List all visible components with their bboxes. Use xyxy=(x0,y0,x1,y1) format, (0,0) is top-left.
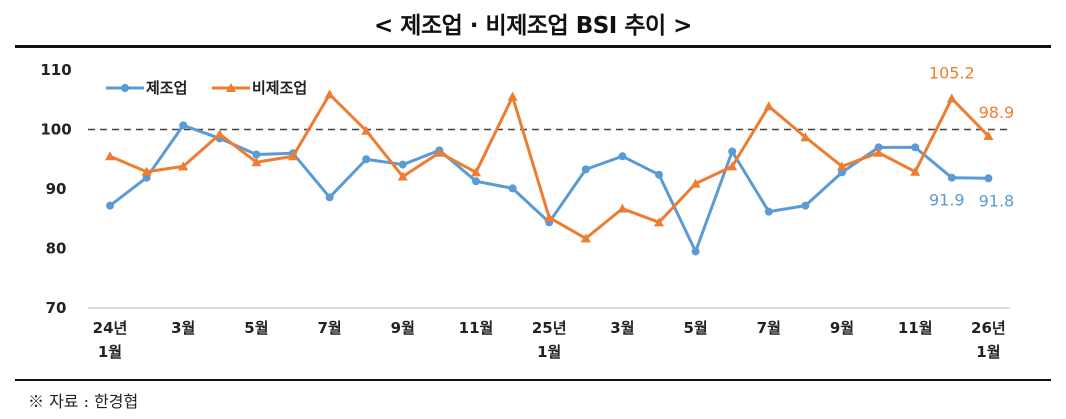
data-point xyxy=(728,147,737,156)
chart-title: < 제조업 · 비제조업 BSI 추이 > xyxy=(374,13,692,39)
footer-divider xyxy=(15,379,1051,381)
data-point xyxy=(837,161,847,171)
legend-marker-icon xyxy=(121,84,129,92)
data-point xyxy=(984,174,993,183)
y-tick-label: 100 xyxy=(40,121,71,139)
data-point xyxy=(800,132,811,142)
data-point xyxy=(763,101,774,111)
y-tick-label: 90 xyxy=(46,180,67,198)
data-point xyxy=(398,160,407,169)
data-point xyxy=(580,233,591,243)
data-point xyxy=(471,167,481,177)
y-tick-label: 110 xyxy=(40,61,71,79)
x-tick-label: 1월 xyxy=(976,343,1000,361)
data-point xyxy=(873,147,884,157)
y-tick-label: 80 xyxy=(46,240,67,258)
data-point xyxy=(251,157,262,167)
x-tick-label: 7월 xyxy=(757,319,781,337)
data-point xyxy=(581,165,590,174)
data-point xyxy=(618,152,627,161)
data-point xyxy=(508,184,517,193)
x-tick-label: 7월 xyxy=(317,319,341,337)
data-point xyxy=(252,150,261,159)
data-point xyxy=(361,125,372,135)
data-point xyxy=(764,207,773,216)
data-point xyxy=(654,217,664,227)
series-line-manufacturing xyxy=(109,123,989,253)
legend-label: 제조업 xyxy=(146,79,187,97)
data-label: 105.2 xyxy=(929,64,975,83)
x-tick-label: 9월 xyxy=(830,319,854,337)
data-point xyxy=(178,161,189,171)
data-point xyxy=(690,178,701,188)
data-point xyxy=(106,201,114,210)
data-point xyxy=(472,177,480,186)
data-point xyxy=(397,171,408,181)
data-point xyxy=(874,143,883,152)
legend-marker-icon xyxy=(226,83,236,92)
data-point xyxy=(691,247,700,256)
data-point xyxy=(801,201,810,210)
x-tick-label: 1월 xyxy=(98,343,122,361)
data-point xyxy=(434,147,445,157)
legend-label: 비제조업 xyxy=(252,79,307,97)
data-point xyxy=(179,121,188,130)
y-tick-label: 70 xyxy=(46,299,67,317)
data-label: 98.9 xyxy=(979,103,1015,122)
data-point xyxy=(617,203,628,213)
data-label: 91.9 xyxy=(929,191,965,210)
x-tick-label: 5월 xyxy=(683,319,707,337)
data-point xyxy=(983,131,994,141)
x-tick-label: 25년 xyxy=(532,319,567,337)
x-tick-label: 3월 xyxy=(171,319,195,337)
x-tick-label: 24년 xyxy=(93,319,128,337)
x-tick-label: 3월 xyxy=(610,319,634,337)
data-point xyxy=(105,151,115,161)
source-note: ※ 자료 : 한경협 xyxy=(28,392,139,411)
x-tick-label: 11월 xyxy=(898,319,933,337)
data-point xyxy=(544,212,555,222)
data-point xyxy=(324,89,335,99)
x-tick-label: 5월 xyxy=(244,319,268,337)
data-point xyxy=(288,151,298,161)
data-label: 91.8 xyxy=(979,191,1015,210)
x-tick-label: 1월 xyxy=(537,343,561,361)
x-tick-label: 26년 xyxy=(971,319,1006,337)
data-point xyxy=(946,93,957,103)
data-point xyxy=(325,193,334,202)
x-tick-label: 11월 xyxy=(459,319,494,337)
data-point xyxy=(947,173,956,182)
data-point xyxy=(727,161,738,171)
data-point xyxy=(214,129,225,139)
title-divider xyxy=(15,45,1051,48)
data-point xyxy=(141,166,152,176)
data-point xyxy=(911,143,920,152)
data-point xyxy=(910,166,921,176)
data-point xyxy=(655,170,663,179)
data-point xyxy=(507,91,518,101)
x-tick-label: 9월 xyxy=(391,319,415,337)
data-point xyxy=(362,155,371,164)
